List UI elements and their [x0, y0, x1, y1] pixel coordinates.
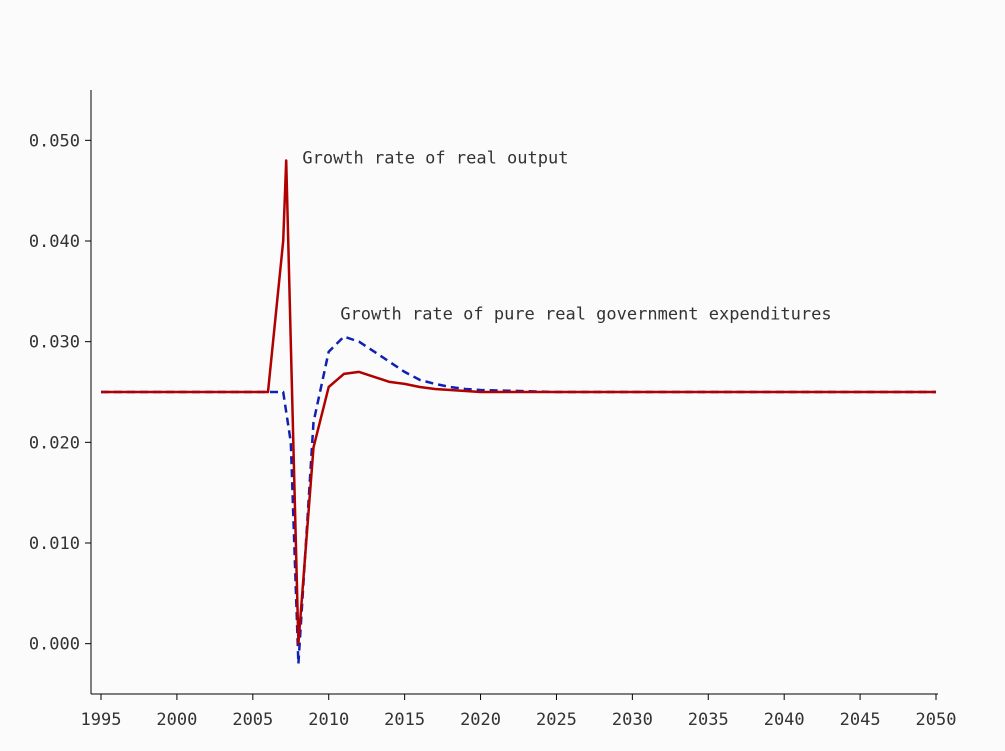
x-tick-label: 2020 — [460, 710, 501, 730]
x-tick-label: 2050 — [916, 710, 957, 730]
y-tick-label: 0.050 — [29, 131, 80, 151]
x-tick-label: 2045 — [840, 710, 881, 730]
series-layer — [101, 159, 936, 666]
x-ticks: 1995 2000 2005 2010 2015 2020 2025 2030 2035 2040… — [81, 694, 957, 730]
x-tick-label: 2010 — [308, 710, 349, 730]
y-tick-label: 0.010 — [29, 534, 80, 554]
y-tick-label: 0.020 — [29, 433, 80, 453]
series-line-1 — [101, 335, 936, 666]
series-line-0 — [101, 159, 936, 645]
x-tick-label: 1995 — [81, 710, 122, 730]
x-tick-label: 2040 — [764, 710, 805, 730]
annotations: Growth rate of real output Growth rate of… — [302, 148, 831, 324]
x-tick-label: 2015 — [384, 710, 425, 730]
y-tick-label: 0.000 — [29, 635, 80, 655]
y-tick-label: 0.040 — [29, 232, 80, 252]
annotation-0: Growth rate of real output — [302, 148, 568, 168]
x-tick-label: 2000 — [156, 710, 197, 730]
x-tick-label: 2030 — [612, 710, 653, 730]
y-tick-label: 0.030 — [29, 333, 80, 353]
x-tick-label: 2025 — [536, 710, 577, 730]
axes — [90, 90, 938, 695]
x-tick-label: 2005 — [232, 710, 273, 730]
y-ticks: 0.000 0.010 0.020 0.030 0.040 0.050 — [29, 131, 91, 655]
x-tick-label: 2035 — [688, 710, 729, 730]
annotation-1: Growth rate of pure real government expe… — [340, 305, 831, 325]
